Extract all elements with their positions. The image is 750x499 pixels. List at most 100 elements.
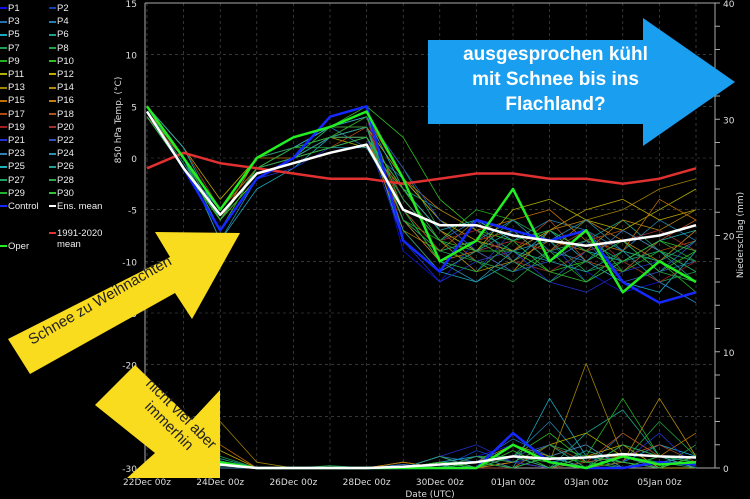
legend-swatch bbox=[0, 165, 7, 168]
legend-item-p28: P28 bbox=[49, 175, 74, 186]
legend-item-p21: P21 bbox=[0, 135, 25, 146]
legend-item-p1: P1 bbox=[0, 3, 20, 14]
x-tick-label: 26Dec 00z bbox=[269, 478, 317, 488]
legend-label: P22 bbox=[57, 135, 74, 146]
legend-swatch bbox=[49, 20, 56, 23]
legend-label: P19 bbox=[8, 121, 25, 133]
legend-label: Oper bbox=[8, 241, 30, 252]
legend-label: P29 bbox=[8, 187, 25, 199]
callout-line-3: Flachland? bbox=[505, 94, 606, 115]
x-tick-label: 05Jan 00z bbox=[637, 478, 682, 488]
y-tick-label-left: 5 bbox=[131, 103, 137, 113]
legend-item-p12: P12 bbox=[49, 69, 74, 80]
legend-swatch bbox=[0, 179, 7, 182]
legend-label: P17 bbox=[8, 108, 25, 120]
y-tick-label-left: 10 bbox=[126, 52, 138, 62]
legend-swatch bbox=[49, 179, 56, 182]
x-tick-label: 22Dec 00z bbox=[123, 478, 171, 488]
temperature-lines bbox=[145, 105, 697, 304]
legend-swatch bbox=[0, 245, 7, 248]
legend-swatch bbox=[49, 126, 56, 129]
legend-swatch bbox=[0, 20, 7, 23]
legend-item-climate-mean: 1991-2020 mean bbox=[49, 228, 102, 250]
y-axis-label-left: 850 hPa Temp. (°C) bbox=[114, 77, 124, 164]
legend-label: P9 bbox=[8, 55, 20, 67]
legend-label: P15 bbox=[8, 95, 25, 107]
y-tick-label-left: 0 bbox=[131, 155, 137, 165]
y-tick-label-left: -10 bbox=[122, 258, 137, 268]
legend-label: P20 bbox=[57, 121, 74, 133]
legend-swatch bbox=[0, 47, 7, 50]
legend-item-p25: P25 bbox=[0, 161, 25, 172]
legend-item-p5: P5 bbox=[0, 29, 20, 40]
temp-line-p30 bbox=[146, 116, 697, 283]
x-tick-label: 01Jan 00z bbox=[491, 478, 536, 488]
legend-item-p29: P29 bbox=[0, 188, 25, 199]
legend-item-p6: P6 bbox=[49, 29, 69, 40]
legend-swatch bbox=[0, 192, 7, 195]
legend-item-p24: P24 bbox=[49, 148, 74, 159]
y-tick-label-right: 10 bbox=[723, 349, 735, 359]
legend-swatch bbox=[0, 205, 7, 208]
temp-line-ens-mean bbox=[145, 110, 697, 248]
legend-item-p9: P9 bbox=[0, 56, 20, 67]
y-tick-label-left: -20 bbox=[122, 362, 137, 372]
legend-label: P13 bbox=[8, 82, 25, 94]
x-tick-label: 28Dec 00z bbox=[343, 478, 391, 488]
legend-swatch bbox=[49, 86, 56, 89]
blue-arrow-shape bbox=[428, 18, 735, 146]
temp-line-climate-mean bbox=[146, 151, 697, 186]
legend-item-oper: Oper bbox=[0, 241, 29, 252]
legend-label: P5 bbox=[8, 29, 20, 41]
legend-item-p23: P23 bbox=[0, 148, 25, 159]
legend-item-p15: P15 bbox=[0, 95, 25, 106]
legend-swatch bbox=[0, 152, 7, 155]
legend-item-p13: P13 bbox=[0, 82, 25, 93]
legend-swatch bbox=[49, 47, 56, 50]
legend-swatch bbox=[0, 126, 7, 129]
legend-item-ens-mean: Ens. mean bbox=[49, 201, 102, 212]
legend-item-p10: P10 bbox=[49, 56, 74, 67]
legend-swatch bbox=[0, 113, 7, 116]
legend-item-p27: P27 bbox=[0, 175, 25, 186]
legend-item-p19: P19 bbox=[0, 122, 25, 133]
legend-item-p22: P22 bbox=[49, 135, 74, 146]
legend-label: 1991-2020 bbox=[57, 228, 103, 239]
x-tick-label: 30Dec 00z bbox=[416, 478, 464, 488]
legend-label: P14 bbox=[57, 82, 74, 94]
legend-swatch bbox=[49, 7, 56, 10]
legend-label: P1 bbox=[8, 3, 20, 14]
legend-label: P30 bbox=[57, 187, 74, 199]
y-tick-label-right: 40 bbox=[723, 0, 735, 10]
legend-item-p8: P8 bbox=[49, 43, 69, 54]
y-tick-label-right: 0 bbox=[723, 465, 729, 475]
legend-label: P26 bbox=[57, 161, 74, 173]
y-tick-label-left: -25 bbox=[122, 413, 137, 423]
legend-swatch bbox=[0, 33, 7, 36]
legend-label: P7 bbox=[8, 42, 20, 54]
y-tick-label-left: -30 bbox=[122, 465, 137, 475]
legend-swatch bbox=[0, 86, 7, 89]
precip-lines bbox=[147, 362, 697, 470]
legend-swatch bbox=[0, 7, 7, 10]
legend-label-line2: mean bbox=[57, 239, 81, 250]
legend-swatch bbox=[49, 99, 56, 102]
legend-label: Control bbox=[8, 201, 39, 212]
legend-label: P2 bbox=[57, 3, 69, 14]
y-tick-label-right: 30 bbox=[723, 116, 735, 126]
y-tick-label-right: 20 bbox=[723, 233, 735, 243]
legend-label: P11 bbox=[8, 69, 25, 80]
temp-line-oper bbox=[145, 105, 697, 294]
legend-swatch bbox=[0, 139, 7, 142]
legend-item-p7: P7 bbox=[0, 43, 20, 54]
legend-swatch bbox=[49, 232, 56, 235]
legend-swatch bbox=[49, 152, 56, 155]
legend-label: P4 bbox=[57, 16, 69, 28]
legend-swatch bbox=[49, 73, 56, 76]
legend-item-control: Control bbox=[0, 201, 39, 212]
legend-swatch bbox=[49, 192, 56, 195]
legend-label: P3 bbox=[8, 16, 20, 28]
callout-line-1: ausgesprochen kühl bbox=[463, 44, 648, 65]
blue-callout-arrow: ausgesprochen kühl mit Schnee bis ins Fl… bbox=[428, 18, 738, 146]
